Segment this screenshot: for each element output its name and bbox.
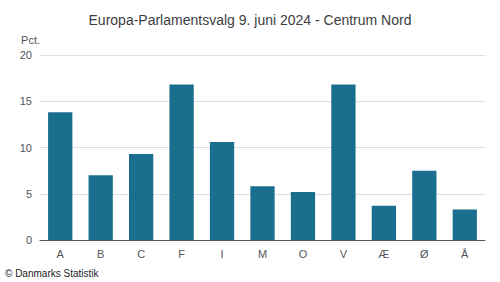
svg-text:5: 5	[26, 188, 32, 200]
svg-text:© Danmarks Statistik: © Danmarks Statistik	[5, 268, 100, 279]
svg-text:Pct.: Pct.	[21, 34, 40, 46]
svg-text:B: B	[97, 248, 104, 260]
svg-text:C: C	[137, 248, 145, 260]
svg-text:Ø: Ø	[420, 248, 429, 260]
svg-text:A: A	[57, 248, 65, 260]
svg-text:F: F	[178, 248, 185, 260]
svg-text:O: O	[299, 248, 308, 260]
svg-text:Europa-Parlamentsvalg 9. juni: Europa-Parlamentsvalg 9. juni 2024 - Cen…	[89, 12, 412, 28]
svg-text:V: V	[340, 248, 348, 260]
svg-text:10: 10	[20, 142, 32, 154]
svg-text:Å: Å	[461, 248, 469, 260]
svg-text:15: 15	[20, 95, 32, 107]
svg-text:20: 20	[20, 49, 32, 61]
svg-text:Æ: Æ	[378, 248, 389, 260]
svg-text:I: I	[221, 248, 224, 260]
svg-text:0: 0	[26, 234, 32, 246]
svg-text:M: M	[258, 248, 267, 260]
